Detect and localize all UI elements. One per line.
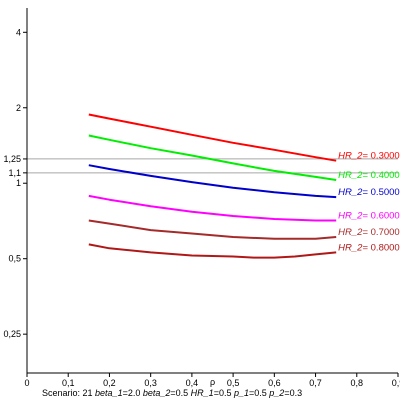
series-label: HR_2= 0.6000 (338, 211, 400, 222)
series-label-key: HR_2 (338, 211, 363, 222)
caption-param-key: p_2 (268, 388, 284, 398)
y-tick-label: 0,5 (8, 254, 21, 264)
series-label-value: = 0.4000 (362, 170, 399, 181)
caption-param-value: =0.5 (170, 388, 190, 398)
x-tick-label: 0,7 (309, 378, 322, 388)
series-label-key: HR_2 (338, 227, 363, 238)
x-tick-label: 0,6 (268, 378, 281, 388)
caption-param-value: =0.3 (284, 388, 302, 398)
y-tick-label: 1,25 (3, 154, 21, 164)
caption-param-key: beta_2 (143, 388, 171, 398)
series-label-value: = 0.5000 (362, 187, 399, 198)
series-label-key: HR_2 (338, 151, 363, 162)
series-label-value: = 0.8000 (362, 242, 399, 253)
series-label-value: = 0.3000 (362, 151, 399, 162)
caption-param-key: p_1 (233, 388, 249, 398)
x-tick-label: 0,8 (351, 378, 364, 388)
caption-param-value: =0.5 (214, 388, 234, 398)
series-label-key: HR_2 (338, 187, 363, 198)
x-tick-label: 0,5 (227, 378, 240, 388)
series-line (88, 219, 337, 240)
x-axis-label: ρ (210, 377, 215, 387)
series-line (88, 194, 337, 222)
y-tick-label: 1 (16, 178, 21, 188)
series-label: HR_2= 0.8000 (338, 242, 400, 253)
series-line (88, 243, 337, 259)
x-tick-label: 0 (24, 378, 29, 388)
series-label: HR_2= 0.5000 (338, 187, 400, 198)
x-tick-label: 0,1 (62, 378, 75, 388)
x-tick-label: 0,3 (144, 378, 157, 388)
series-label: HR_2= 0.4000 (338, 170, 400, 181)
series-label-key: HR_2 (338, 170, 363, 181)
x-tick-label: 0,2 (103, 378, 116, 388)
caption-param-key: HR_1 (191, 388, 214, 398)
x-tick-label: 0,9 (392, 378, 400, 388)
series-label: HR_2= 0.7000 (338, 227, 400, 238)
series-label: HR_2= 0.3000 (338, 151, 400, 162)
caption-param-value: =2.0 (123, 388, 143, 398)
series-line (88, 113, 337, 162)
series-group (88, 113, 337, 259)
series-label-value: = 0.7000 (362, 227, 399, 238)
series-line (88, 164, 337, 199)
caption-scenario: Scenario: 21 (42, 388, 95, 398)
axes: 0 0,1 0,2 0,3 0,4 0,5 0,6 0,7 0,8 0,9 0,25 0,5 11,1 1… (3, 8, 400, 388)
series-line (88, 134, 337, 181)
y-tick-label: 2 (16, 103, 21, 113)
series-label-value: = 0.6000 (362, 211, 399, 222)
caption-param-value: =0.5 (249, 388, 269, 398)
x-tick-label: 0,4 (186, 378, 199, 388)
caption-param-key: beta_1 (95, 388, 123, 398)
y-tick-label: 1,1 (8, 168, 21, 178)
series-label-key: HR_2 (338, 242, 363, 253)
y-tick-label: 4 (16, 27, 21, 37)
caption: Scenario: 21 beta_1=2.0 beta_2=0.5 HR_1=… (42, 388, 302, 398)
y-tick-label: 0,25 (3, 329, 21, 339)
